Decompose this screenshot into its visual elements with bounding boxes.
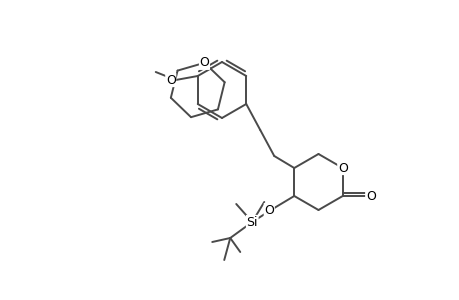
Text: Si: Si <box>246 215 257 229</box>
Text: O: O <box>365 190 375 202</box>
Text: O: O <box>165 74 175 86</box>
Text: O: O <box>337 161 347 175</box>
Text: O: O <box>264 203 274 217</box>
Text: O: O <box>199 56 209 69</box>
